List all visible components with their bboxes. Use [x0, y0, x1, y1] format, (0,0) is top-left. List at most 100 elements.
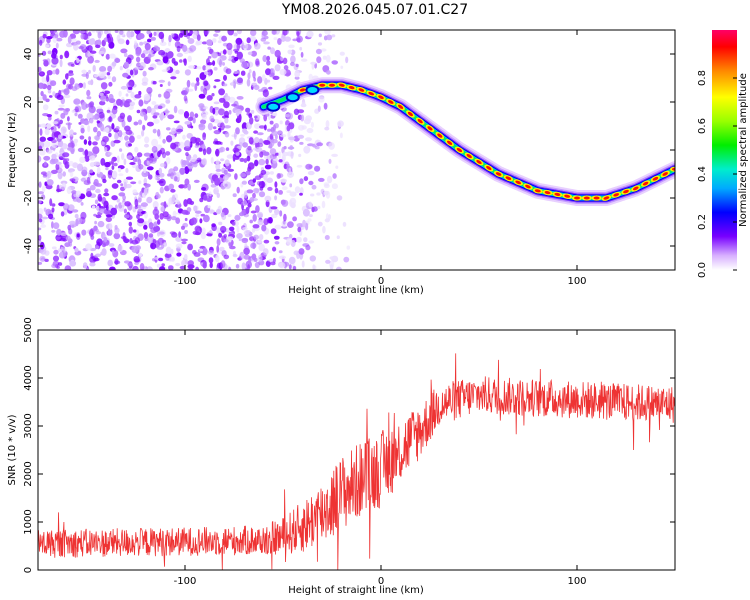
noise-speckle — [329, 264, 334, 270]
snr-x-axis-title: Height of straight line (km) — [288, 585, 424, 596]
noise-speckle — [51, 221, 54, 229]
noise-speckle — [38, 261, 43, 265]
noise-speckle — [51, 203, 56, 207]
spectrogram-x-tick-label: 100 — [567, 276, 586, 287]
noise-speckle — [189, 111, 195, 119]
noise-speckle — [223, 74, 227, 81]
noise-speckle — [294, 70, 301, 78]
noise-speckle — [277, 38, 282, 45]
noise-speckle — [105, 167, 109, 171]
noise-speckle — [147, 38, 152, 43]
noise-speckle — [324, 126, 330, 131]
noise-speckle — [193, 30, 198, 35]
noise-speckle — [317, 221, 323, 227]
noise-speckle — [187, 162, 194, 170]
noise-speckle — [228, 266, 232, 270]
noise-speckle — [270, 206, 278, 210]
noise-speckle — [60, 246, 64, 251]
noise-speckle — [56, 161, 62, 165]
noise-speckle — [223, 254, 230, 260]
noise-speckle — [132, 229, 137, 233]
noise-speckle — [59, 59, 63, 68]
noise-speckle — [260, 169, 267, 175]
noise-speckle — [114, 30, 119, 33]
snr-y-tick-label: 5000 — [23, 317, 34, 342]
noise-speckle — [125, 93, 129, 97]
noise-speckle — [264, 164, 272, 170]
noise-speckle — [294, 186, 301, 194]
noise-speckle — [241, 180, 247, 185]
noise-speckle — [116, 155, 120, 163]
noise-speckle — [73, 42, 79, 51]
noise-speckle — [287, 221, 294, 229]
noise-speckle — [233, 157, 240, 160]
noise-speckle — [247, 61, 254, 68]
noise-speckle — [88, 136, 91, 141]
noise-speckle — [296, 164, 303, 168]
noise-speckle — [135, 56, 141, 63]
noise-speckle — [194, 113, 199, 118]
noise-speckle — [200, 85, 204, 92]
noise-speckle — [156, 194, 161, 199]
noise-speckle — [321, 200, 326, 209]
noise-speckle — [107, 65, 112, 73]
noise-speckle — [111, 76, 117, 83]
noise-speckle — [329, 256, 335, 260]
noise-speckle — [297, 134, 305, 139]
noise-speckle — [278, 255, 286, 260]
noise-speckle — [253, 153, 259, 158]
noise-speckle — [273, 37, 278, 41]
noise-speckle — [88, 38, 95, 45]
noise-speckle — [81, 166, 88, 173]
noise-speckle — [44, 258, 49, 262]
noise-speckle — [105, 216, 113, 223]
noise-speckle — [157, 105, 163, 110]
snr-x-tick-label: -100 — [174, 576, 197, 587]
noise-speckle — [243, 158, 248, 163]
ridge-bead-core — [338, 83, 345, 87]
noise-speckle — [151, 101, 157, 105]
noise-speckle — [98, 196, 103, 202]
noise-speckle — [222, 83, 228, 87]
noise-speckle — [215, 159, 220, 165]
noise-speckle — [96, 130, 102, 137]
noise-speckle — [184, 254, 188, 260]
noise-speckle — [225, 181, 232, 189]
noise-speckle — [216, 227, 221, 234]
noise-speckle — [107, 152, 113, 156]
noise-speckle — [38, 208, 44, 215]
noise-speckle — [47, 137, 53, 141]
noise-speckle — [63, 108, 69, 116]
noise-speckle — [125, 39, 130, 46]
noise-speckle — [308, 201, 313, 208]
noise-speckle — [55, 163, 60, 171]
noise-speckle — [242, 42, 249, 50]
ridge-band-1 — [257, 79, 675, 204]
noise-speckle — [213, 33, 219, 37]
noise-speckle — [345, 56, 349, 64]
noise-speckle — [119, 112, 126, 120]
noise-speckle — [182, 184, 188, 189]
snr-series-line — [38, 353, 675, 570]
noise-speckle — [308, 240, 315, 244]
noise-speckle — [235, 127, 240, 135]
noise-speckle — [254, 137, 260, 144]
noise-speckle — [300, 103, 307, 108]
noise-speckle — [69, 77, 75, 85]
noise-speckle — [183, 145, 191, 152]
noise-speckle — [146, 166, 154, 171]
noise-speckle — [40, 123, 47, 128]
noise-speckle — [141, 170, 149, 178]
noise-speckle — [184, 166, 190, 175]
noise-speckle — [249, 117, 254, 125]
noise-speckle — [103, 209, 111, 215]
noise-speckle — [246, 189, 254, 194]
noise-speckle — [46, 114, 52, 118]
noise-speckle — [158, 257, 164, 262]
noise-speckle — [288, 44, 295, 49]
noise-speckle — [102, 178, 107, 184]
noise-speckle — [41, 185, 46, 193]
noise-speckle — [74, 213, 79, 219]
noise-speckle — [46, 179, 54, 186]
noise-speckle — [84, 154, 90, 162]
